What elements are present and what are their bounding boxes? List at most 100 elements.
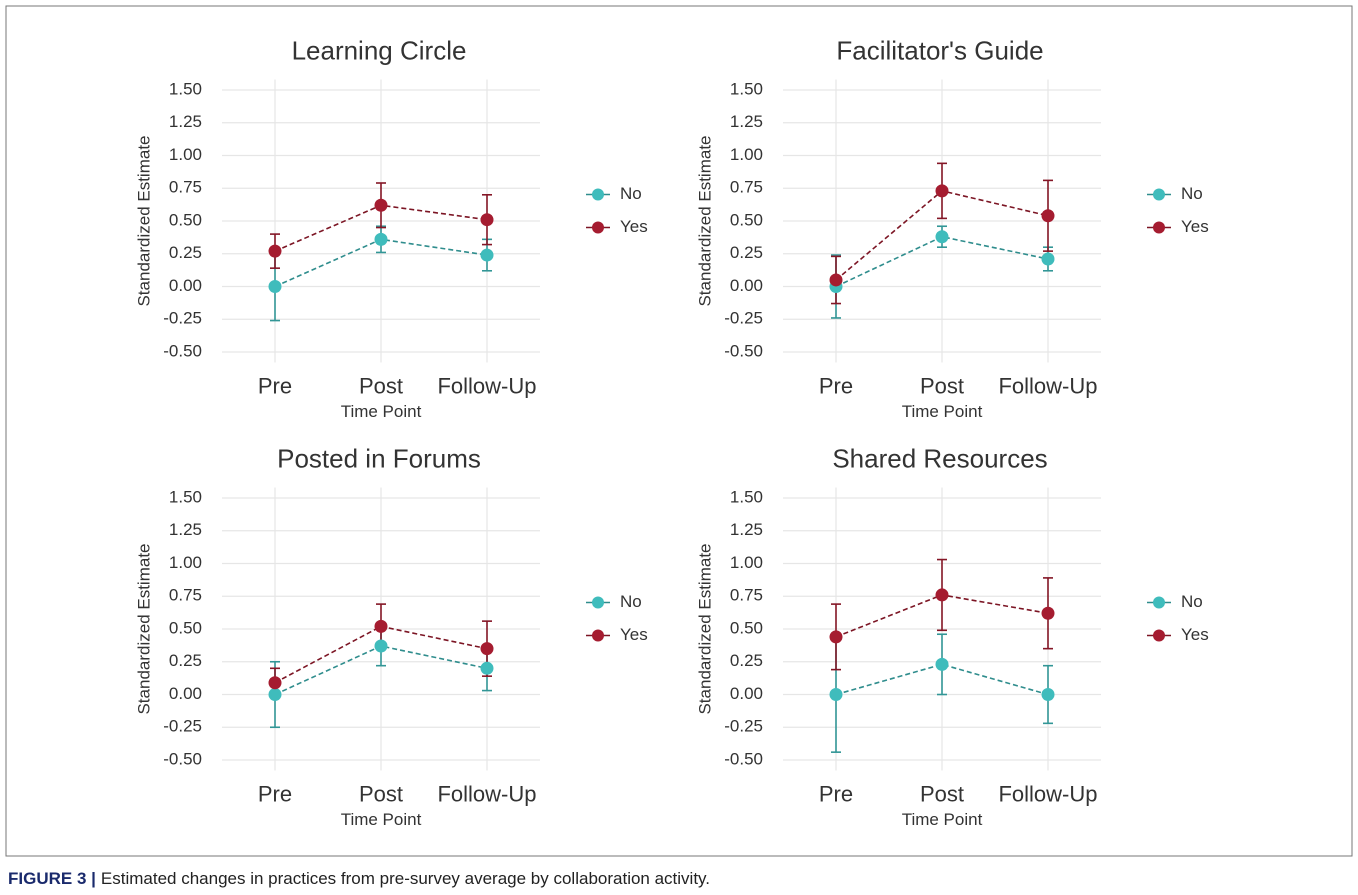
data-point: [829, 273, 843, 287]
x-tick-label: Follow-Up: [437, 373, 536, 398]
x-tick-label: Post: [920, 373, 964, 398]
y-tick-label: 0.75: [730, 586, 763, 605]
panel: -0.50 -0.25 0.00 0.25 0.50 0.75 1.00 1.25 1.50 Pr…: [134, 35, 647, 421]
data-point: [480, 661, 494, 675]
data-point: [374, 619, 388, 633]
caption-label: FIGURE 3 |: [8, 869, 96, 888]
y-tick-label: 0.00: [730, 684, 763, 703]
legend-marker: [1153, 221, 1165, 234]
data-point: [1041, 606, 1055, 620]
data-point: [374, 198, 388, 212]
legend-label: No: [1181, 592, 1203, 611]
y-tick-label: 0.50: [730, 210, 763, 229]
data-point: [480, 248, 494, 262]
legend-marker: [592, 629, 604, 642]
x-tick-label: Post: [359, 781, 403, 806]
x-tick-label: Pre: [258, 373, 292, 398]
x-tick-label: Post: [359, 373, 403, 398]
legend-label: Yes: [1181, 625, 1209, 644]
data-point: [935, 230, 949, 244]
y-tick-label: 1.25: [169, 520, 202, 539]
y-tick-label: -0.25: [724, 717, 763, 736]
data-point: [374, 232, 388, 246]
chart-title: Shared Resources: [832, 443, 1047, 473]
x-tick-label: Follow-Up: [998, 781, 1097, 806]
x-tick-label: Post: [920, 781, 964, 806]
y-tick-label: 0.00: [730, 276, 763, 295]
figure-frame: [5, 5, 1353, 857]
legend-label: No: [1181, 184, 1203, 203]
x-tick-label: Follow-Up: [437, 781, 536, 806]
y-tick-label: 0.00: [169, 276, 202, 295]
y-tick-label: 0.75: [169, 178, 202, 197]
figure-caption: FIGURE 3 | Estimated changes in practices…: [8, 869, 710, 888]
y-tick-label: 0.25: [169, 651, 202, 670]
x-axis-label: Time Point: [341, 402, 422, 421]
y-tick-label: 0.50: [730, 618, 763, 637]
y-tick-label: 1.25: [169, 112, 202, 131]
x-tick-label: Pre: [258, 781, 292, 806]
data-point: [268, 244, 282, 258]
y-tick-label: -0.50: [163, 342, 202, 361]
legend-label: Yes: [620, 217, 648, 236]
legend-label: No: [620, 184, 642, 203]
data-point: [374, 639, 388, 653]
y-tick-label: 0.00: [169, 684, 202, 703]
data-point: [935, 588, 949, 602]
chart-title: Posted in Forums: [277, 443, 481, 473]
y-tick-label: 1.50: [169, 487, 202, 506]
x-tick-label: Pre: [819, 781, 853, 806]
y-tick-label: 1.00: [169, 553, 202, 572]
y-tick-label: 0.25: [169, 243, 202, 262]
y-tick-label: 1.25: [730, 520, 763, 539]
y-tick-label: -0.50: [724, 750, 763, 769]
y-axis-label: Standardized Estimate: [134, 135, 153, 306]
y-tick-label: 1.25: [730, 112, 763, 131]
y-tick-label: 0.75: [730, 178, 763, 197]
y-tick-label: 0.75: [169, 586, 202, 605]
panel: -0.50 -0.25 0.00 0.25 0.50 0.75 1.00 1.25 1.50 Pr…: [695, 443, 1208, 829]
legend-marker: [592, 188, 604, 201]
y-tick-label: -0.50: [163, 750, 202, 769]
legend-marker: [592, 221, 604, 234]
data-point: [829, 688, 843, 702]
chart-title: Facilitator's Guide: [836, 35, 1043, 65]
y-axis-label: Standardized Estimate: [695, 543, 714, 714]
data-point: [268, 688, 282, 702]
caption-text: Estimated changes in practices from pre-…: [101, 869, 710, 888]
data-point: [480, 642, 494, 656]
y-axis-label: Standardized Estimate: [695, 135, 714, 306]
x-axis-label: Time Point: [902, 402, 983, 421]
y-tick-label: 1.00: [730, 553, 763, 572]
data-point: [935, 657, 949, 671]
y-tick-label: 1.00: [730, 145, 763, 164]
data-point: [268, 280, 282, 294]
data-point: [1041, 252, 1055, 266]
y-tick-label: 1.50: [730, 79, 763, 98]
legend-marker: [592, 596, 604, 609]
y-axis-label: Standardized Estimate: [134, 543, 153, 714]
data-point: [268, 676, 282, 690]
y-tick-label: 1.00: [169, 145, 202, 164]
y-tick-label: -0.25: [724, 309, 763, 328]
data-point: [935, 184, 949, 198]
x-tick-label: Pre: [819, 373, 853, 398]
data-point: [829, 630, 843, 644]
x-axis-label: Time Point: [902, 810, 983, 829]
legend-label: No: [620, 592, 642, 611]
y-tick-label: -0.50: [724, 342, 763, 361]
y-tick-label: 1.50: [730, 487, 763, 506]
data-point: [480, 213, 494, 227]
y-tick-label: 0.25: [730, 651, 763, 670]
y-tick-label: 0.50: [169, 210, 202, 229]
x-axis-label: Time Point: [341, 810, 422, 829]
y-tick-label: 0.50: [169, 618, 202, 637]
series-line: [835, 663, 1049, 696]
legend-marker: [1153, 596, 1165, 609]
y-tick-label: 1.50: [169, 79, 202, 98]
panel: -0.50 -0.25 0.00 0.25 0.50 0.75 1.00 1.25 1.50 Pr…: [134, 443, 647, 829]
legend-label: Yes: [620, 625, 648, 644]
chart-title: Learning Circle: [292, 35, 467, 65]
panel: -0.50 -0.25 0.00 0.25 0.50 0.75 1.00 1.25 1.50 Pr…: [695, 35, 1208, 421]
